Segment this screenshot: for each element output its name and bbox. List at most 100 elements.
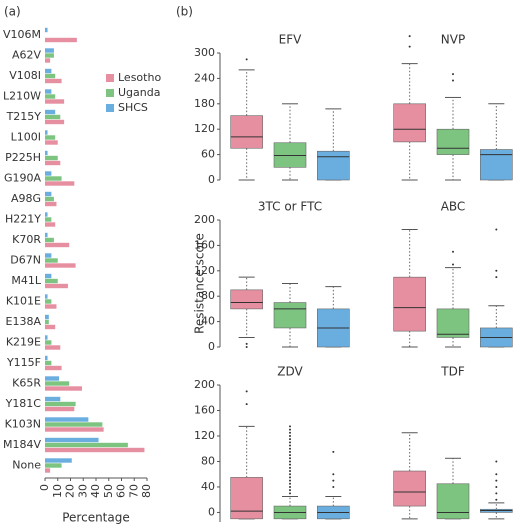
outlier [289,489,291,492]
bar [45,89,52,94]
bar [45,360,52,366]
bar [45,37,77,43]
outlier [495,269,498,272]
outlier [495,492,498,495]
bar [45,73,56,79]
bar [45,283,68,289]
box [436,128,470,155]
bar [45,314,49,320]
bar [45,319,49,325]
category-label: K219E [6,336,41,349]
x-tick-label: 50 [102,484,115,498]
bar [45,130,48,135]
legend-label: Lesotho [118,71,161,84]
bar [45,27,48,33]
outlier [452,263,454,266]
category-label: K70R [12,233,41,246]
bar [45,386,82,391]
category-label: V108I [9,69,41,82]
bar [45,119,65,125]
bar [45,263,76,268]
outlier [289,476,291,479]
y-tick-label: 200 [194,378,215,391]
box [393,276,426,332]
category-label: E138A [6,315,42,328]
y-tick-label: 0 [208,340,215,353]
bar [45,463,62,468]
y-tick-label: 120 [194,122,215,135]
category-label: K65R [12,377,41,390]
bar [45,58,51,63]
bar [45,299,52,304]
x-tick-label: 20 [64,484,77,498]
bar [45,458,72,463]
bar [45,335,48,340]
x-tick-label: 80 [140,484,153,498]
outlier [245,58,248,61]
x-axis-label: Percentage [62,511,130,525]
category-label: Y181C [5,397,42,410]
y-tick-label: 240 [194,71,215,84]
category-label: V106M [3,28,41,41]
box [393,470,426,507]
box [436,483,470,520]
outlier [289,485,291,488]
outlier [245,390,248,393]
y-tick-label: 40 [201,480,215,493]
legend-label: Uganda [118,86,160,99]
bar [45,401,76,407]
panel-title: TDF [440,365,465,379]
panel-label: (b) [176,5,193,19]
bar [45,181,75,186]
x-tick-label: 10 [51,484,64,498]
bar [45,99,65,104]
category-label: G190A [4,172,42,185]
category-label: M41L [11,274,41,287]
outlier [289,479,291,482]
outlier [495,485,498,488]
category-label: K103N [5,418,41,431]
outlier [495,276,498,279]
bar [45,135,56,140]
bar [45,196,54,202]
category-label: P225H [5,151,41,164]
bar [45,212,48,217]
outlier [452,79,454,82]
bar [45,217,52,222]
x-tick-label: 70 [127,484,140,498]
box [230,289,263,310]
outlier [289,428,291,431]
bar [45,53,54,58]
outlier [245,342,248,345]
bar [45,417,89,422]
y-tick-label: 180 [194,97,215,110]
box [436,308,470,338]
y-tick-label: 160 [194,238,215,251]
outlier [289,473,291,476]
box [230,477,263,520]
outlier [495,228,498,231]
bar [45,191,52,197]
outlier [495,473,498,476]
category-label: L100I [11,131,41,144]
category-label: A98G [11,192,41,205]
category-label: Y115F [6,356,41,369]
y-tick-label: 200 [194,213,215,226]
panel-label: (a) [4,5,21,19]
outlier [289,463,291,466]
box [273,302,307,329]
outlier [332,473,335,476]
bar [45,222,56,227]
category-label: A62V [12,49,42,62]
outlier [289,460,291,463]
bar [45,242,70,248]
outlier [452,250,454,253]
panel-title: 3TC or FTC [258,200,322,214]
y-tick-label: 80 [201,454,215,467]
bar [45,94,56,99]
bar [45,345,61,350]
bar [45,278,58,284]
bar [45,447,145,453]
bar [45,114,61,120]
bar [45,340,52,345]
